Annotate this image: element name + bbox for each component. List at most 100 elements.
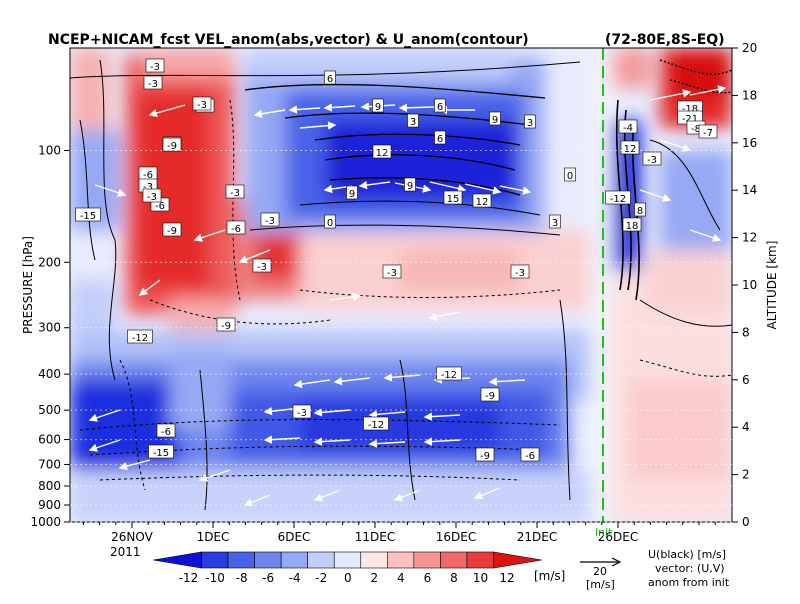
date-tick-label-6: 26DEC xyxy=(598,530,638,544)
contour-label-42: -3 xyxy=(647,155,657,166)
contour-label-7: -3 xyxy=(197,100,207,111)
contour-label-50: 6 xyxy=(437,134,443,145)
reference-vector-unit: [m/s] xyxy=(586,578,615,591)
contour-label-box-45 xyxy=(605,190,631,205)
date-tick-label-5: 21DEC xyxy=(517,530,557,544)
contour-label-box-7 xyxy=(192,96,212,111)
contour-label-box-29 xyxy=(260,212,280,227)
contour-label-12: -3 xyxy=(257,262,267,273)
altitude-tick-label-4: 12 xyxy=(742,231,757,245)
contour-label-11: -3 xyxy=(230,188,240,199)
pressure-tick-label-2: 300 xyxy=(38,321,61,335)
date-tick-label-3: 11DEC xyxy=(355,530,395,544)
altitude-tick-label-10: 0 xyxy=(742,515,750,529)
y-axis-label-left: PRESSURE [hPa] xyxy=(21,236,35,334)
contour-label-39: -18 xyxy=(682,104,698,115)
contour-label-45: -12 xyxy=(610,194,626,205)
colorbar-tick-label-4: -4 xyxy=(289,571,301,585)
contour-label-5: -9 xyxy=(167,141,177,152)
colorbar-segment-0 xyxy=(152,551,202,569)
contour-label-box-37 xyxy=(156,423,176,438)
altitude-tick-label-6: 8 xyxy=(742,325,750,339)
colorbar-segment-4 xyxy=(280,551,308,569)
contour-label-box-5 xyxy=(162,137,182,152)
y-axis-label-right: ALTITUDE [km] xyxy=(765,241,779,330)
altitude-tick-label-1: 18 xyxy=(742,88,757,102)
contour-label-23: 9 xyxy=(407,181,413,192)
altitude-tick-label-7: 6 xyxy=(742,373,750,387)
contour-label-13: 0 xyxy=(327,218,333,229)
contour-label-25: 0 xyxy=(567,171,573,182)
contour-label-38: -15 xyxy=(153,448,169,459)
u-contours xyxy=(70,59,732,511)
colorbar-tick-label-0: -12 xyxy=(179,571,199,585)
colorbar-segment-10 xyxy=(440,551,468,569)
contour-label-box-13 xyxy=(324,214,336,229)
contour-label-14: -12 xyxy=(132,333,148,344)
pressure-tick-label-8: 900 xyxy=(38,498,61,512)
chart-region: (72-80E,8S-EQ) xyxy=(605,32,725,48)
altitude-tick-label-0: 20 xyxy=(742,41,757,55)
legend-note-1: U(black) [m/s] xyxy=(648,548,726,561)
colorbar-tick-label-2: -8 xyxy=(236,571,248,585)
contour-label-35: -3 xyxy=(297,408,307,419)
contour-label-30: -3 xyxy=(387,268,397,279)
legend-note-3: anom from init xyxy=(648,576,730,589)
contour-label-box-36 xyxy=(475,447,495,462)
colorbar-tick-label-11: 10 xyxy=(473,571,488,585)
contour-label-box-23 xyxy=(404,177,416,192)
contour-label-box-31 xyxy=(436,366,462,381)
colorbar-tick-label-9: 6 xyxy=(424,571,432,585)
colorbar-tick-label-5: -2 xyxy=(315,571,327,585)
colorbar-segment-2 xyxy=(227,551,255,569)
contour-label-48: 8 xyxy=(637,206,643,217)
pressure-tick-label-4: 500 xyxy=(38,403,61,417)
contour-label-box-18 xyxy=(372,98,384,113)
reference-vector: 20 [m/s] xyxy=(580,557,622,591)
colorbar-segment-5 xyxy=(307,551,335,569)
altitude-tick-label-3: 14 xyxy=(742,183,757,197)
colorbar-segment-6 xyxy=(333,551,362,569)
contour-label-19: 12 xyxy=(376,148,389,159)
contour-label-box-17 xyxy=(142,188,162,203)
legend-note-2: vector: (U,V) xyxy=(655,562,725,575)
contour-label-box-33 xyxy=(480,387,500,402)
pressure-tick-label-1: 200 xyxy=(38,255,61,269)
chart-title: NCEP+NICAM_fcst VEL_anom(abs,vector) & U… xyxy=(48,32,529,48)
contour-label-box-34 xyxy=(520,447,540,462)
colorbar-segment-9 xyxy=(413,551,441,569)
contour-label-4: -6 xyxy=(143,170,153,181)
colorbar-segment-12 xyxy=(493,551,543,569)
pressure-tick-label-7: 800 xyxy=(38,479,61,493)
contour-label-37: -6 xyxy=(161,427,171,438)
altitude-tick-label-5: 10 xyxy=(742,278,757,292)
contour-label-box-28 xyxy=(226,220,246,235)
colorbar-segment-11 xyxy=(466,551,494,569)
contour-label-box-9 xyxy=(324,70,336,85)
contour-label-box-42 xyxy=(642,151,662,166)
contour-label-36: -9 xyxy=(480,451,490,462)
contour-label-52: -3 xyxy=(515,268,525,279)
contour-labels: -3-3-6-9-6-9-6-3-36-9-3-30-12-15-9-39129… xyxy=(75,58,718,462)
altitude-tick-label-9: 2 xyxy=(742,468,750,482)
colorbar-unit: [m/s] xyxy=(534,569,565,583)
contour-label-box-0 xyxy=(145,58,165,73)
pressure-tick-label-0: 100 xyxy=(38,143,61,157)
contour-label-24: 3 xyxy=(527,118,533,129)
date-tick-label-2: 6DEC xyxy=(278,530,311,544)
contour-label-29: -3 xyxy=(265,216,275,227)
contour-label-32: -12 xyxy=(368,420,384,431)
colorbar-segment-8 xyxy=(387,551,415,569)
contour-label-box-26 xyxy=(407,113,419,128)
contour-label-26: 3 xyxy=(410,117,416,128)
contour-label-47: 12 xyxy=(624,144,637,155)
contour-label-box-15 xyxy=(75,207,101,222)
contour-label-box-43 xyxy=(698,124,718,139)
contour-label-box-44 xyxy=(618,119,638,134)
contour-label-20: 9 xyxy=(349,189,355,200)
contour-label-18: 9 xyxy=(375,102,381,113)
contour-label-51: 3 xyxy=(552,218,558,229)
init-label: init xyxy=(595,526,613,539)
colorbar-tick-label-3: -6 xyxy=(262,571,274,585)
